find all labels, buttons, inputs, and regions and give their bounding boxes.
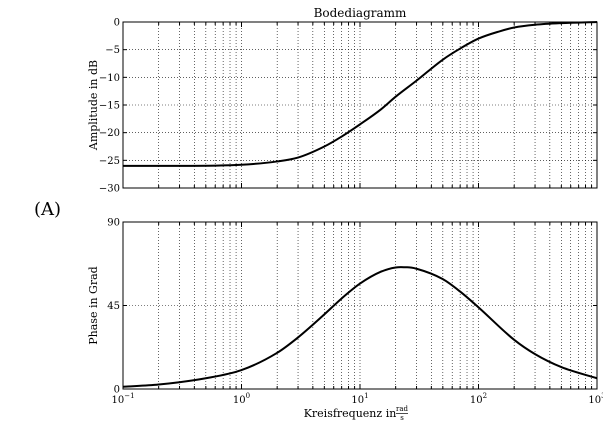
y-tick-label: 0 [114,18,120,29]
y-tick-label: −20 [99,128,120,139]
x-unit-denominator: s [400,414,404,422]
y-tick-label: −15 [99,101,120,112]
y-tick-label: 45 [107,301,120,312]
x-tick-label: 101 [351,392,368,406]
y-tick-label: −30 [99,184,120,195]
y-tick-label: 0 [114,385,120,396]
y-tick-label: −5 [105,45,120,56]
amplitude-curve [122,21,598,167]
y-axis-label: Phase in Grad [87,266,100,344]
x-unit-numerator: rad [396,405,409,413]
panel-label: (A) [34,199,61,220]
phase-curve [122,266,598,388]
x-tick-label: 100 [233,392,250,406]
x-tick-label: 103 [588,392,603,406]
y-axis-label: Amplitude in dB [87,60,100,151]
x-tick-label: 10−1 [111,392,134,406]
x-tick-label: 102 [470,392,487,406]
chart-title: Bodediagramm [314,6,407,20]
y-tick-label: 90 [107,218,120,229]
x-axis-label: Kreisfrequenz in [304,407,397,420]
y-tick-label: −25 [99,156,120,167]
y-tick-label: −10 [99,73,120,84]
